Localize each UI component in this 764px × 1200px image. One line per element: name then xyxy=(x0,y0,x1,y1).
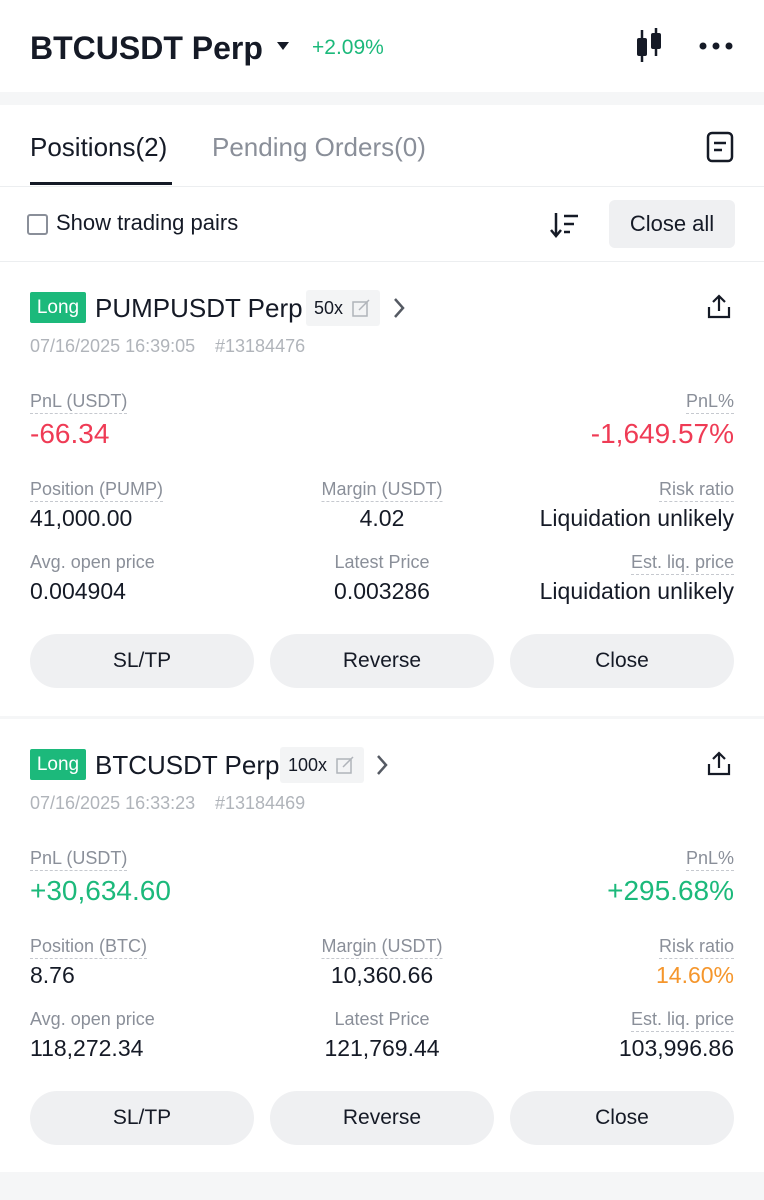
liq-label: Est. liq. price xyxy=(630,1007,734,1032)
header: BTCUSDT Perp +2.09% xyxy=(0,0,764,92)
tab-pending[interactable]: Pending Orders(0) xyxy=(212,132,426,162)
close-button[interactable]: Close xyxy=(510,634,734,688)
position-symbol[interactable]: PUMPUSDT Perp xyxy=(95,293,303,323)
liq-label: Est. liq. price xyxy=(630,550,734,575)
tab-positions[interactable]: Positions(2) xyxy=(30,132,168,162)
risk-label: Risk ratio xyxy=(658,934,734,959)
pnl-pct: -1,649.57% xyxy=(590,418,734,449)
pnl-label: PnL (USDT) xyxy=(30,389,128,414)
liq-price: 103,996.86 xyxy=(618,1035,734,1061)
divider xyxy=(0,261,764,262)
checkbox[interactable] xyxy=(27,214,48,235)
position-symbol[interactable]: BTCUSDT Perp xyxy=(95,750,280,780)
open-time: 07/16/2025 16:39:05 xyxy=(30,336,196,356)
avg-price: 0.004904 xyxy=(30,578,126,604)
margin-label: Margin (USDT) xyxy=(321,477,443,502)
close-all-button[interactable]: Close all xyxy=(609,200,735,248)
reverse-button[interactable]: Reverse xyxy=(270,1091,494,1145)
position-label: Position (BTC) xyxy=(30,934,148,959)
margin-label: Margin (USDT) xyxy=(321,934,443,959)
latest-price: 0.003286 xyxy=(334,578,430,604)
position-id: #13184469 xyxy=(215,793,306,813)
position-size: 41,000.00 xyxy=(30,505,133,531)
latest-label: Latest Price xyxy=(334,552,430,572)
price-change: +2.09% xyxy=(312,36,384,59)
avg-label: Avg. open price xyxy=(30,1009,155,1029)
edit-icon xyxy=(352,299,370,317)
pnl-pct-label: PnL% xyxy=(685,389,734,414)
pnl: +30,634.60 xyxy=(30,875,171,906)
share-icon[interactable] xyxy=(706,751,732,777)
open-time: 07/16/2025 16:33:23 xyxy=(30,793,196,813)
tab-underline xyxy=(30,182,172,185)
close-button[interactable]: Close xyxy=(510,1091,734,1145)
leverage-box[interactable]: 100x xyxy=(280,747,364,783)
leverage: 100x xyxy=(288,755,328,775)
position-size: 8.76 xyxy=(30,962,75,988)
chevron[interactable] xyxy=(392,297,406,319)
leverage-box[interactable]: 50x xyxy=(306,290,380,326)
dropdown-icon[interactable] xyxy=(275,40,291,54)
pnl-pct: +295.68% xyxy=(607,875,734,906)
symbol[interactable]: BTCUSDT Perp xyxy=(30,30,263,66)
risk-ratio: 14.60% xyxy=(655,962,734,988)
more-icon[interactable] xyxy=(698,40,734,52)
orders-icon[interactable] xyxy=(706,131,734,163)
chevron[interactable] xyxy=(375,754,389,776)
share-icon[interactable] xyxy=(706,294,732,320)
edit-icon xyxy=(336,756,354,774)
position-card: Long PUMPUSDT Perp 50x 07/16/2025 16:39:… xyxy=(0,262,764,717)
leverage: 50x xyxy=(314,298,344,318)
position-card: Long BTCUSDT Perp 100x 07/16/2025 16:33:… xyxy=(0,719,764,1174)
avg-label: Avg. open price xyxy=(30,552,155,572)
latest-label: Latest Price xyxy=(334,1009,430,1029)
pnl-label: PnL (USDT) xyxy=(30,846,128,871)
latest-price: 121,769.44 xyxy=(324,1035,440,1061)
checkbox-label[interactable]: Show trading pairs xyxy=(56,210,239,235)
chart-icon[interactable] xyxy=(634,26,664,66)
position-id: #13184476 xyxy=(215,336,306,356)
position-label: Position (PUMP) xyxy=(30,477,164,502)
liq-price: Liquidation unlikely xyxy=(539,578,734,604)
pnl-pct-label: PnL% xyxy=(685,846,734,871)
risk-ratio: Liquidation unlikely xyxy=(539,505,734,531)
sort-icon[interactable] xyxy=(550,211,580,239)
divider xyxy=(0,186,764,187)
divider xyxy=(0,716,764,719)
side-badge: Long xyxy=(30,292,86,323)
avg-price: 118,272.34 xyxy=(30,1035,144,1061)
footer-strip xyxy=(0,1172,764,1200)
sltp-button[interactable]: SL/TP xyxy=(30,1091,254,1145)
pnl: -66.34 xyxy=(30,418,110,449)
reverse-button[interactable]: Reverse xyxy=(270,634,494,688)
sltp-button[interactable]: SL/TP xyxy=(30,634,254,688)
side-badge: Long xyxy=(30,749,86,780)
margin: 4.02 xyxy=(359,505,405,531)
risk-label: Risk ratio xyxy=(658,477,734,502)
divider xyxy=(0,92,764,105)
margin: 10,360.66 xyxy=(330,962,434,988)
